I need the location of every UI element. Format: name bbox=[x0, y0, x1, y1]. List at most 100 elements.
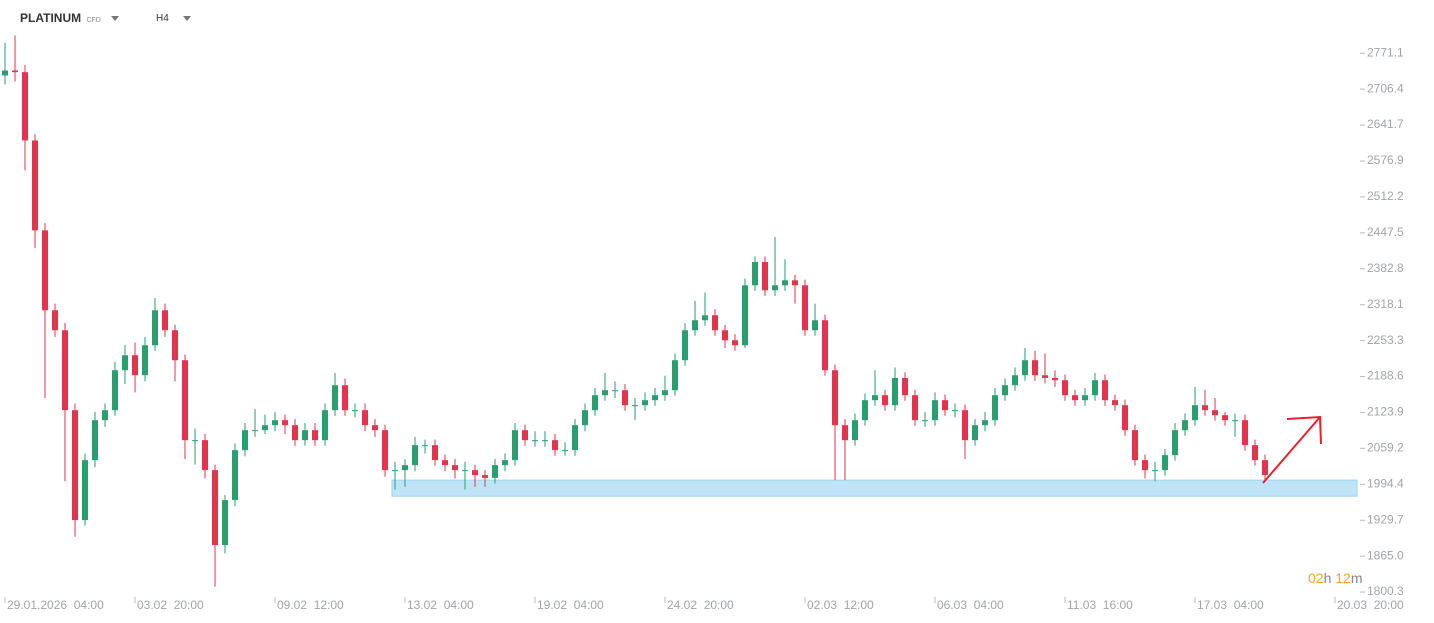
candle-body bbox=[1092, 380, 1098, 396]
y-tick-label: 1800.3 bbox=[1367, 584, 1404, 598]
candle-body bbox=[852, 420, 858, 441]
candle-body bbox=[522, 430, 528, 441]
candle-body bbox=[182, 360, 188, 441]
candle-body bbox=[2, 70, 8, 76]
candle-body bbox=[1022, 360, 1028, 376]
candle-body bbox=[652, 395, 658, 401]
minutes: 12 bbox=[1335, 570, 1351, 586]
candle-body bbox=[612, 390, 618, 392]
candle-body bbox=[132, 355, 138, 376]
candle-body bbox=[352, 410, 358, 412]
candle-body bbox=[782, 280, 788, 286]
candle-body bbox=[702, 315, 708, 321]
candle-body bbox=[1222, 415, 1228, 421]
x-tick-label: 11.03 16:00 bbox=[1067, 598, 1133, 612]
candle-body bbox=[162, 310, 168, 331]
candle-body bbox=[192, 440, 198, 442]
y-tick-label: 2253.3 bbox=[1367, 333, 1404, 347]
candle-body bbox=[1002, 385, 1008, 396]
candle-body bbox=[402, 465, 408, 471]
candle-body bbox=[1202, 405, 1208, 411]
candle-body bbox=[572, 425, 578, 451]
candle-body bbox=[732, 340, 738, 346]
y-tick-label: 1865.0 bbox=[1367, 548, 1404, 562]
candle-body bbox=[1132, 430, 1138, 461]
x-tick-label: 03.02 20:00 bbox=[137, 598, 204, 612]
plot-layer: 2771.1 2706.4 2641.7 2576.9 2512.2 2447.5 2382… bbox=[2, 35, 1404, 612]
candle-body bbox=[412, 445, 418, 466]
candle-body bbox=[1172, 430, 1178, 456]
candle-body bbox=[1212, 410, 1218, 416]
caret bbox=[110, 16, 119, 22]
candle-body bbox=[662, 390, 668, 396]
candle-body bbox=[912, 395, 918, 421]
candle-body bbox=[22, 72, 28, 141]
candle-body bbox=[102, 410, 108, 421]
candle-body bbox=[1042, 375, 1048, 378]
symbol: PLATINUM bbox=[20, 11, 82, 25]
candle-body bbox=[1032, 360, 1038, 376]
y-tick-label: 2123.9 bbox=[1367, 405, 1404, 419]
candle-body bbox=[632, 405, 638, 407]
candle-body bbox=[1122, 405, 1128, 431]
y-tick-label: 2059.2 bbox=[1367, 441, 1404, 455]
candle-body bbox=[842, 425, 848, 441]
candle-body bbox=[552, 440, 558, 451]
caret bbox=[182, 15, 191, 21]
candle-body bbox=[142, 345, 148, 376]
candle-body bbox=[982, 420, 988, 426]
countdown: 02h 12m bbox=[1308, 570, 1363, 586]
candle-body bbox=[442, 460, 448, 466]
candle-body bbox=[582, 410, 588, 426]
candle-body bbox=[262, 425, 268, 431]
candle-body bbox=[972, 425, 978, 441]
candle-body bbox=[372, 425, 378, 431]
candle-body bbox=[312, 430, 318, 441]
candle-body bbox=[122, 355, 128, 371]
candle-body bbox=[392, 470, 398, 472]
candle-body bbox=[682, 330, 688, 361]
candle-body bbox=[742, 285, 748, 346]
candle-body bbox=[862, 400, 868, 421]
y-tick-label: 2447.5 bbox=[1367, 225, 1404, 239]
candle-body bbox=[752, 261, 758, 286]
candle-body bbox=[602, 390, 608, 396]
minutes-unit: m bbox=[1350, 570, 1363, 586]
y-tick-label: 2706.4 bbox=[1367, 81, 1404, 95]
candle-body bbox=[592, 395, 598, 411]
candle-body bbox=[1192, 405, 1198, 421]
candle-body bbox=[302, 430, 308, 441]
candle-body bbox=[472, 470, 478, 476]
interval-selector[interactable]: H4 bbox=[156, 13, 191, 24]
candle-body bbox=[772, 285, 778, 291]
symbol-selector[interactable]: PLATINUM CFD bbox=[20, 11, 119, 25]
candle-body bbox=[562, 450, 568, 452]
candle-body bbox=[1252, 445, 1258, 461]
candle-body bbox=[1082, 395, 1088, 401]
candle-body bbox=[892, 377, 898, 406]
candle-body bbox=[952, 410, 958, 412]
candle-body bbox=[282, 420, 288, 426]
support-zone bbox=[391, 479, 1358, 497]
candle-body bbox=[1182, 420, 1188, 431]
candle-body bbox=[902, 377, 908, 396]
candle-body bbox=[222, 500, 228, 546]
candle-body bbox=[1062, 380, 1068, 396]
candle-body bbox=[542, 440, 548, 442]
arrow-head bbox=[1286, 415, 1322, 445]
candle-body bbox=[832, 370, 838, 426]
x-tick-label: 19.02 04:00 bbox=[537, 598, 604, 612]
candle-body bbox=[82, 460, 88, 521]
candle-body bbox=[362, 410, 368, 426]
candle-body bbox=[152, 310, 158, 346]
x-tick-label: 20.03 20:00 bbox=[1337, 598, 1404, 612]
candle-body bbox=[622, 390, 628, 406]
y-tick-label: 2512.2 bbox=[1367, 189, 1404, 203]
y-tick-label: 2318.1 bbox=[1367, 297, 1404, 311]
y-tick-label: 1929.7 bbox=[1367, 512, 1404, 526]
candle-body bbox=[672, 360, 678, 391]
hours: 02 bbox=[1308, 570, 1324, 586]
candle-body bbox=[42, 230, 48, 311]
candle-body bbox=[292, 425, 298, 441]
candle-body bbox=[922, 420, 928, 422]
